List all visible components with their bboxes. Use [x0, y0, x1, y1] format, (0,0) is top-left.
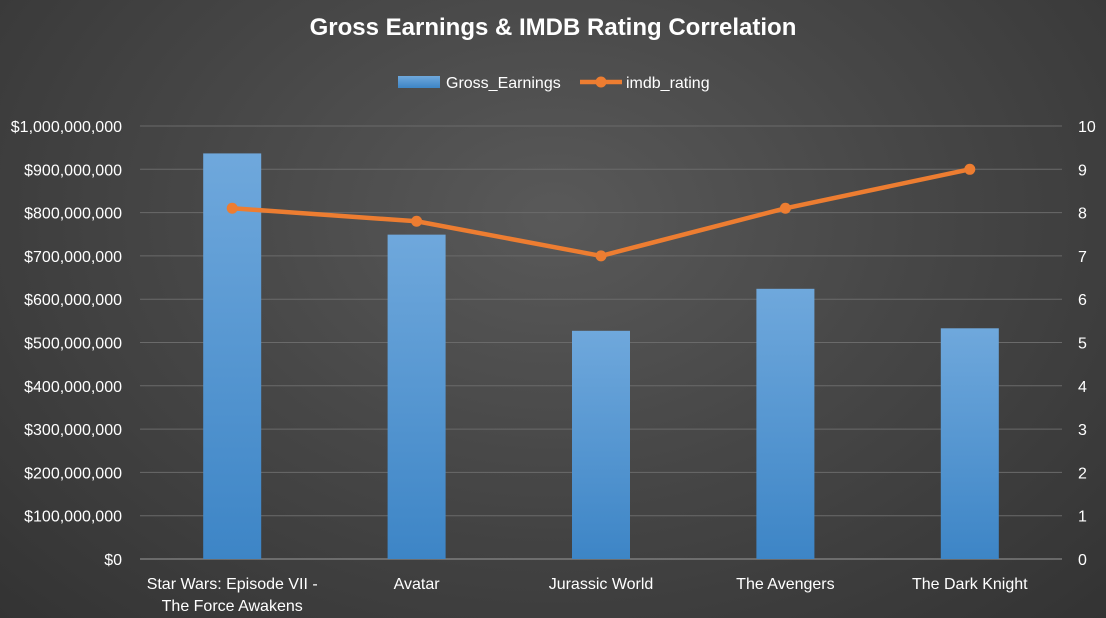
bar-gross-earnings [940, 328, 999, 559]
legend: Gross_Earnings imdb_rating [398, 75, 710, 92]
x-axis: Star Wars: Episode VII - The Force Awaken… [147, 576, 1028, 615]
bar-gross-earnings [756, 288, 815, 559]
y-left-tick-label: $200,000,000 [24, 465, 122, 482]
rating-line [226, 163, 976, 262]
y-right-tick-label: 1 [1078, 509, 1087, 526]
legend-swatch-gross-earnings [398, 76, 440, 88]
y-left-tick-label: $600,000,000 [24, 292, 122, 309]
x-tick-label: Star Wars: Episode VII - [147, 576, 318, 593]
y-left-tick-label: $700,000,000 [24, 249, 122, 266]
legend-label-gross-earnings: Gross_Earnings [446, 75, 561, 92]
chart-title: Gross Earnings & IMDB Rating Correlation [310, 14, 797, 41]
bar-gross-earnings [203, 153, 262, 559]
imdb-rating-point [226, 202, 238, 214]
y-left-tick-label: $400,000,000 [24, 379, 122, 396]
x-tick-label: Avatar [394, 576, 441, 593]
y-left-tick-label: $300,000,000 [24, 422, 122, 439]
y-right-tick-label: 4 [1078, 379, 1087, 396]
y-right-tick-label: 5 [1078, 336, 1087, 353]
legend-label-imdb-rating: imdb_rating [626, 75, 710, 92]
bars [203, 153, 999, 559]
imdb-rating-point [779, 202, 791, 214]
y-right-tick-label: 6 [1078, 292, 1087, 309]
bar-gross-earnings [387, 234, 446, 559]
y-left-tick-label: $800,000,000 [24, 206, 122, 223]
y-left-tick-label: $100,000,000 [24, 509, 122, 526]
imdb-rating-point [411, 215, 423, 227]
y-right-tick-label: 9 [1078, 162, 1087, 179]
x-tick-label: The Dark Knight [912, 576, 1028, 593]
y-right-tick-label: 7 [1078, 249, 1087, 266]
y-right-tick-label: 10 [1078, 119, 1096, 136]
y-right-tick-label: 3 [1078, 422, 1087, 439]
y-axis-right: 0 1 2 3 4 5 6 7 8 9 10 [1078, 119, 1096, 569]
imdb-rating-point [595, 250, 607, 262]
y-right-tick-label: 8 [1078, 206, 1087, 223]
legend-marker-imdb-rating [595, 76, 607, 88]
y-right-tick-label: 0 [1078, 552, 1087, 569]
y-right-tick-label: 2 [1078, 465, 1087, 482]
x-tick-label: The Force Awakens [162, 598, 303, 615]
x-tick-label: The Avengers [736, 576, 834, 593]
imdb-rating-point [964, 163, 976, 175]
y-left-tick-label: $0 [104, 552, 122, 569]
y-left-tick-label: $500,000,000 [24, 336, 122, 353]
bar-gross-earnings [572, 330, 630, 559]
x-tick-label: Jurassic World [549, 576, 654, 593]
y-axis-left: $0 $100,000,000 $200,000,000 $300,000,000 $4… [11, 119, 122, 569]
y-left-tick-label: $900,000,000 [24, 162, 122, 179]
y-left-tick-label: $1,000,000,000 [11, 119, 122, 136]
